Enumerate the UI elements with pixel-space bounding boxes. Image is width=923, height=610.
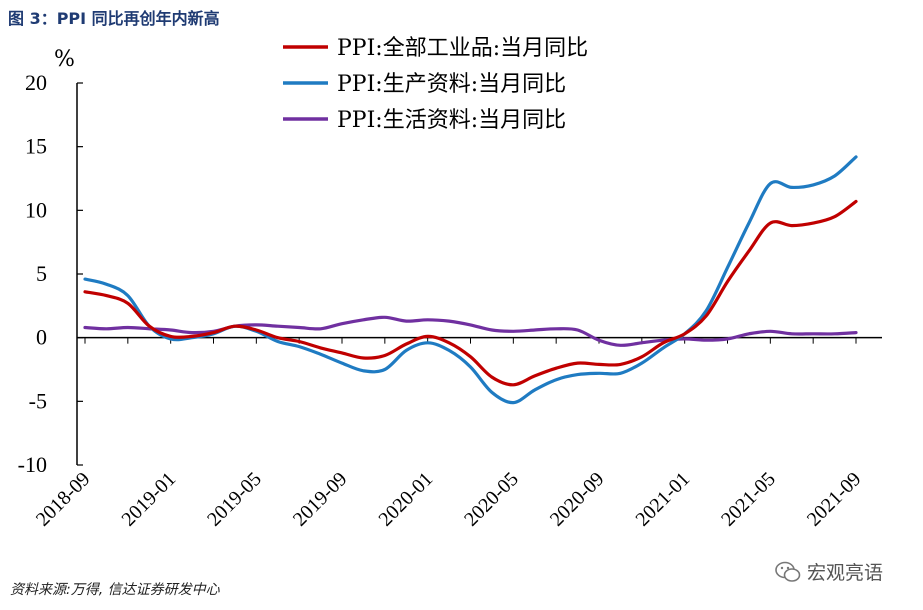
x-tick-label: 2021-05 <box>717 468 780 531</box>
x-tick-label: 2019-05 <box>203 468 266 531</box>
y-tick-label: 15 <box>25 134 47 159</box>
series-layer <box>83 155 858 405</box>
y-axis: -10 -5 0 5 10 15 20 <box>18 70 83 477</box>
figure-title: 图 3：PPI 同比再创年内新高 <box>8 9 220 28</box>
x-tick-label: 2021-09 <box>803 468 866 531</box>
x-tick-label: 2020-09 <box>546 468 609 531</box>
y-tick-label: 10 <box>25 197 47 222</box>
watermark: 宏观亮语 <box>775 558 883 585</box>
watermark-text: 宏观亮语 <box>807 562 884 584</box>
series-line-0 <box>83 199 858 387</box>
legend: PPI:全部工业品:当月同比 PPI:生产资料:当月同比 PPI:生活资料:当月同比 <box>283 36 588 133</box>
y-tick-label: -10 <box>18 452 47 477</box>
x-axis: 2018-09 2019-01 2019-05 2019-09 2020-01 2020-… <box>32 336 882 531</box>
x-tick-label: 2019-09 <box>289 468 352 531</box>
x-tick-label: 2020-01 <box>375 468 438 531</box>
legend-label-0: PPI:全部工业品:当月同比 <box>337 36 588 61</box>
source-note: 资料来源:万得, 信达证券研发中心 <box>10 582 220 598</box>
y-tick-label: 20 <box>25 70 47 95</box>
x-tick-label: 2020-05 <box>460 468 523 531</box>
x-tick-label: 2021-01 <box>632 468 695 531</box>
x-tick-label: 2019-01 <box>118 468 181 531</box>
y-axis-unit: % <box>54 47 75 72</box>
y-tick-label: 5 <box>36 261 47 286</box>
wechat-icon <box>775 561 801 582</box>
legend-label-2: PPI:生活资料:当月同比 <box>337 108 566 133</box>
y-tick-label: 0 <box>36 325 47 350</box>
legend-label-1: PPI:生产资料:当月同比 <box>337 72 566 97</box>
x-tick-label: 2018-09 <box>32 468 95 531</box>
y-tick-label: -5 <box>29 388 47 413</box>
series-line-1 <box>83 155 858 405</box>
